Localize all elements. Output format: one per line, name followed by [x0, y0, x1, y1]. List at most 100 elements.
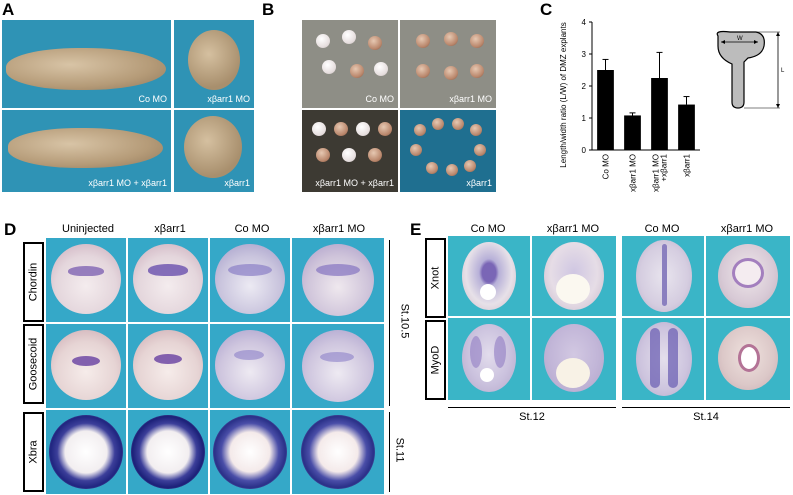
bar [678, 104, 695, 150]
panel-a-photo-xbarr1-mo: xβarr1 MO [174, 20, 254, 108]
y-tick-label: 4 [582, 18, 587, 27]
column-header: Co MO [234, 223, 270, 235]
panel-a-photo-co-mo: Co MO [2, 20, 171, 108]
explant [410, 144, 422, 156]
explant [444, 66, 458, 80]
row-label: Goosecoid [27, 337, 40, 391]
explant [374, 62, 388, 76]
explant [414, 124, 426, 136]
explant [368, 36, 382, 50]
y-tick-label: 1 [582, 114, 587, 123]
panel-b-photo-rescue: xβarr1 MO + xβarr1 [302, 110, 398, 192]
arrowhead [754, 40, 758, 44]
embryo-cell [46, 238, 126, 322]
photo-caption: xβarr1 MO + xβarr1 [315, 178, 394, 188]
blastopore [480, 368, 494, 382]
embryo-cell [532, 318, 616, 400]
arrowhead [776, 32, 780, 36]
explant [342, 30, 356, 44]
panel-a-photo-xbarr1: xβarr1 [174, 110, 254, 192]
embryo-cell [706, 236, 790, 316]
panel-d-letter: D [4, 220, 17, 239]
panel-a-letter: A [2, 0, 15, 19]
embryo-cell [292, 324, 384, 408]
stain [72, 356, 100, 366]
embryo-cell [292, 410, 384, 494]
photo-caption: xβarr1 MO + xβarr1 [88, 178, 167, 188]
explant [316, 34, 330, 48]
explant [474, 144, 486, 156]
explant [378, 122, 392, 136]
embryo [213, 415, 287, 489]
y-tick-label: 2 [582, 82, 587, 91]
embryo [302, 330, 374, 402]
stain [154, 354, 182, 364]
bar [624, 115, 641, 150]
x-tick-label: Co MO [602, 154, 611, 179]
curled-embryo [188, 30, 240, 90]
tadpole-embryo [6, 48, 166, 90]
stain [662, 244, 667, 306]
embryo [51, 244, 121, 314]
row-label-box: Goosecoid [23, 324, 44, 404]
stain [320, 352, 354, 362]
stage-label: St.10.5 [398, 303, 411, 339]
panel-b-photo-co-mo: Co MO [302, 20, 398, 108]
explant [444, 32, 458, 46]
explant [470, 124, 482, 136]
explant [426, 162, 438, 174]
embryo-cell [448, 236, 530, 316]
stage-label: St.11 [393, 437, 406, 463]
explant [416, 34, 430, 48]
embryo [301, 415, 375, 489]
stage-bracket [389, 240, 390, 406]
column-header: xβarr1 MO [312, 223, 366, 235]
explant [312, 122, 326, 136]
column-header: xβarr1 MO [546, 223, 600, 235]
embryo-cell [210, 324, 290, 408]
embryo-cell [128, 324, 208, 408]
arrowhead [721, 40, 725, 44]
explant [452, 118, 464, 130]
stain [494, 336, 506, 368]
panel-b-photo-xbarr1: xβarr1 [400, 110, 496, 192]
explant [322, 60, 336, 74]
stage-bracket [448, 407, 616, 408]
embryo-cell [622, 236, 704, 316]
arrowhead [776, 104, 780, 108]
stain [234, 350, 264, 360]
embryo-cell [706, 318, 790, 400]
y-tick-label: 3 [582, 50, 587, 59]
stain [650, 328, 660, 388]
explant-shape [716, 30, 765, 109]
explant [342, 148, 356, 162]
embryo-cell [532, 236, 616, 316]
yolk-plug [556, 358, 590, 388]
photo-caption: xβarr1 [466, 178, 492, 188]
row-label-box: Xbra [23, 412, 44, 492]
tadpole-embryo [8, 128, 163, 168]
photo-caption: Co MO [365, 94, 394, 104]
explant [464, 160, 476, 172]
column-header: Co MO [470, 223, 506, 235]
photo-caption: Co MO [138, 94, 167, 104]
bar [651, 78, 668, 150]
stage-bracket [622, 407, 790, 408]
stain [470, 336, 482, 368]
stain [738, 344, 760, 372]
embryo-cell [46, 324, 126, 408]
stain [68, 266, 104, 276]
explant [470, 34, 484, 48]
stage-label: St.12 [519, 411, 545, 423]
length-label: L [781, 68, 785, 74]
embryo [215, 330, 285, 400]
row-label-box: MyoD [425, 320, 446, 400]
row-label: MyoD [429, 345, 442, 375]
width-label: W [737, 36, 743, 42]
embryo [131, 415, 205, 489]
embryo-cell [210, 410, 290, 494]
column-header: Co MO [644, 223, 680, 235]
stain [732, 258, 764, 288]
embryo [133, 244, 203, 314]
row-label: Xnot [429, 266, 442, 290]
